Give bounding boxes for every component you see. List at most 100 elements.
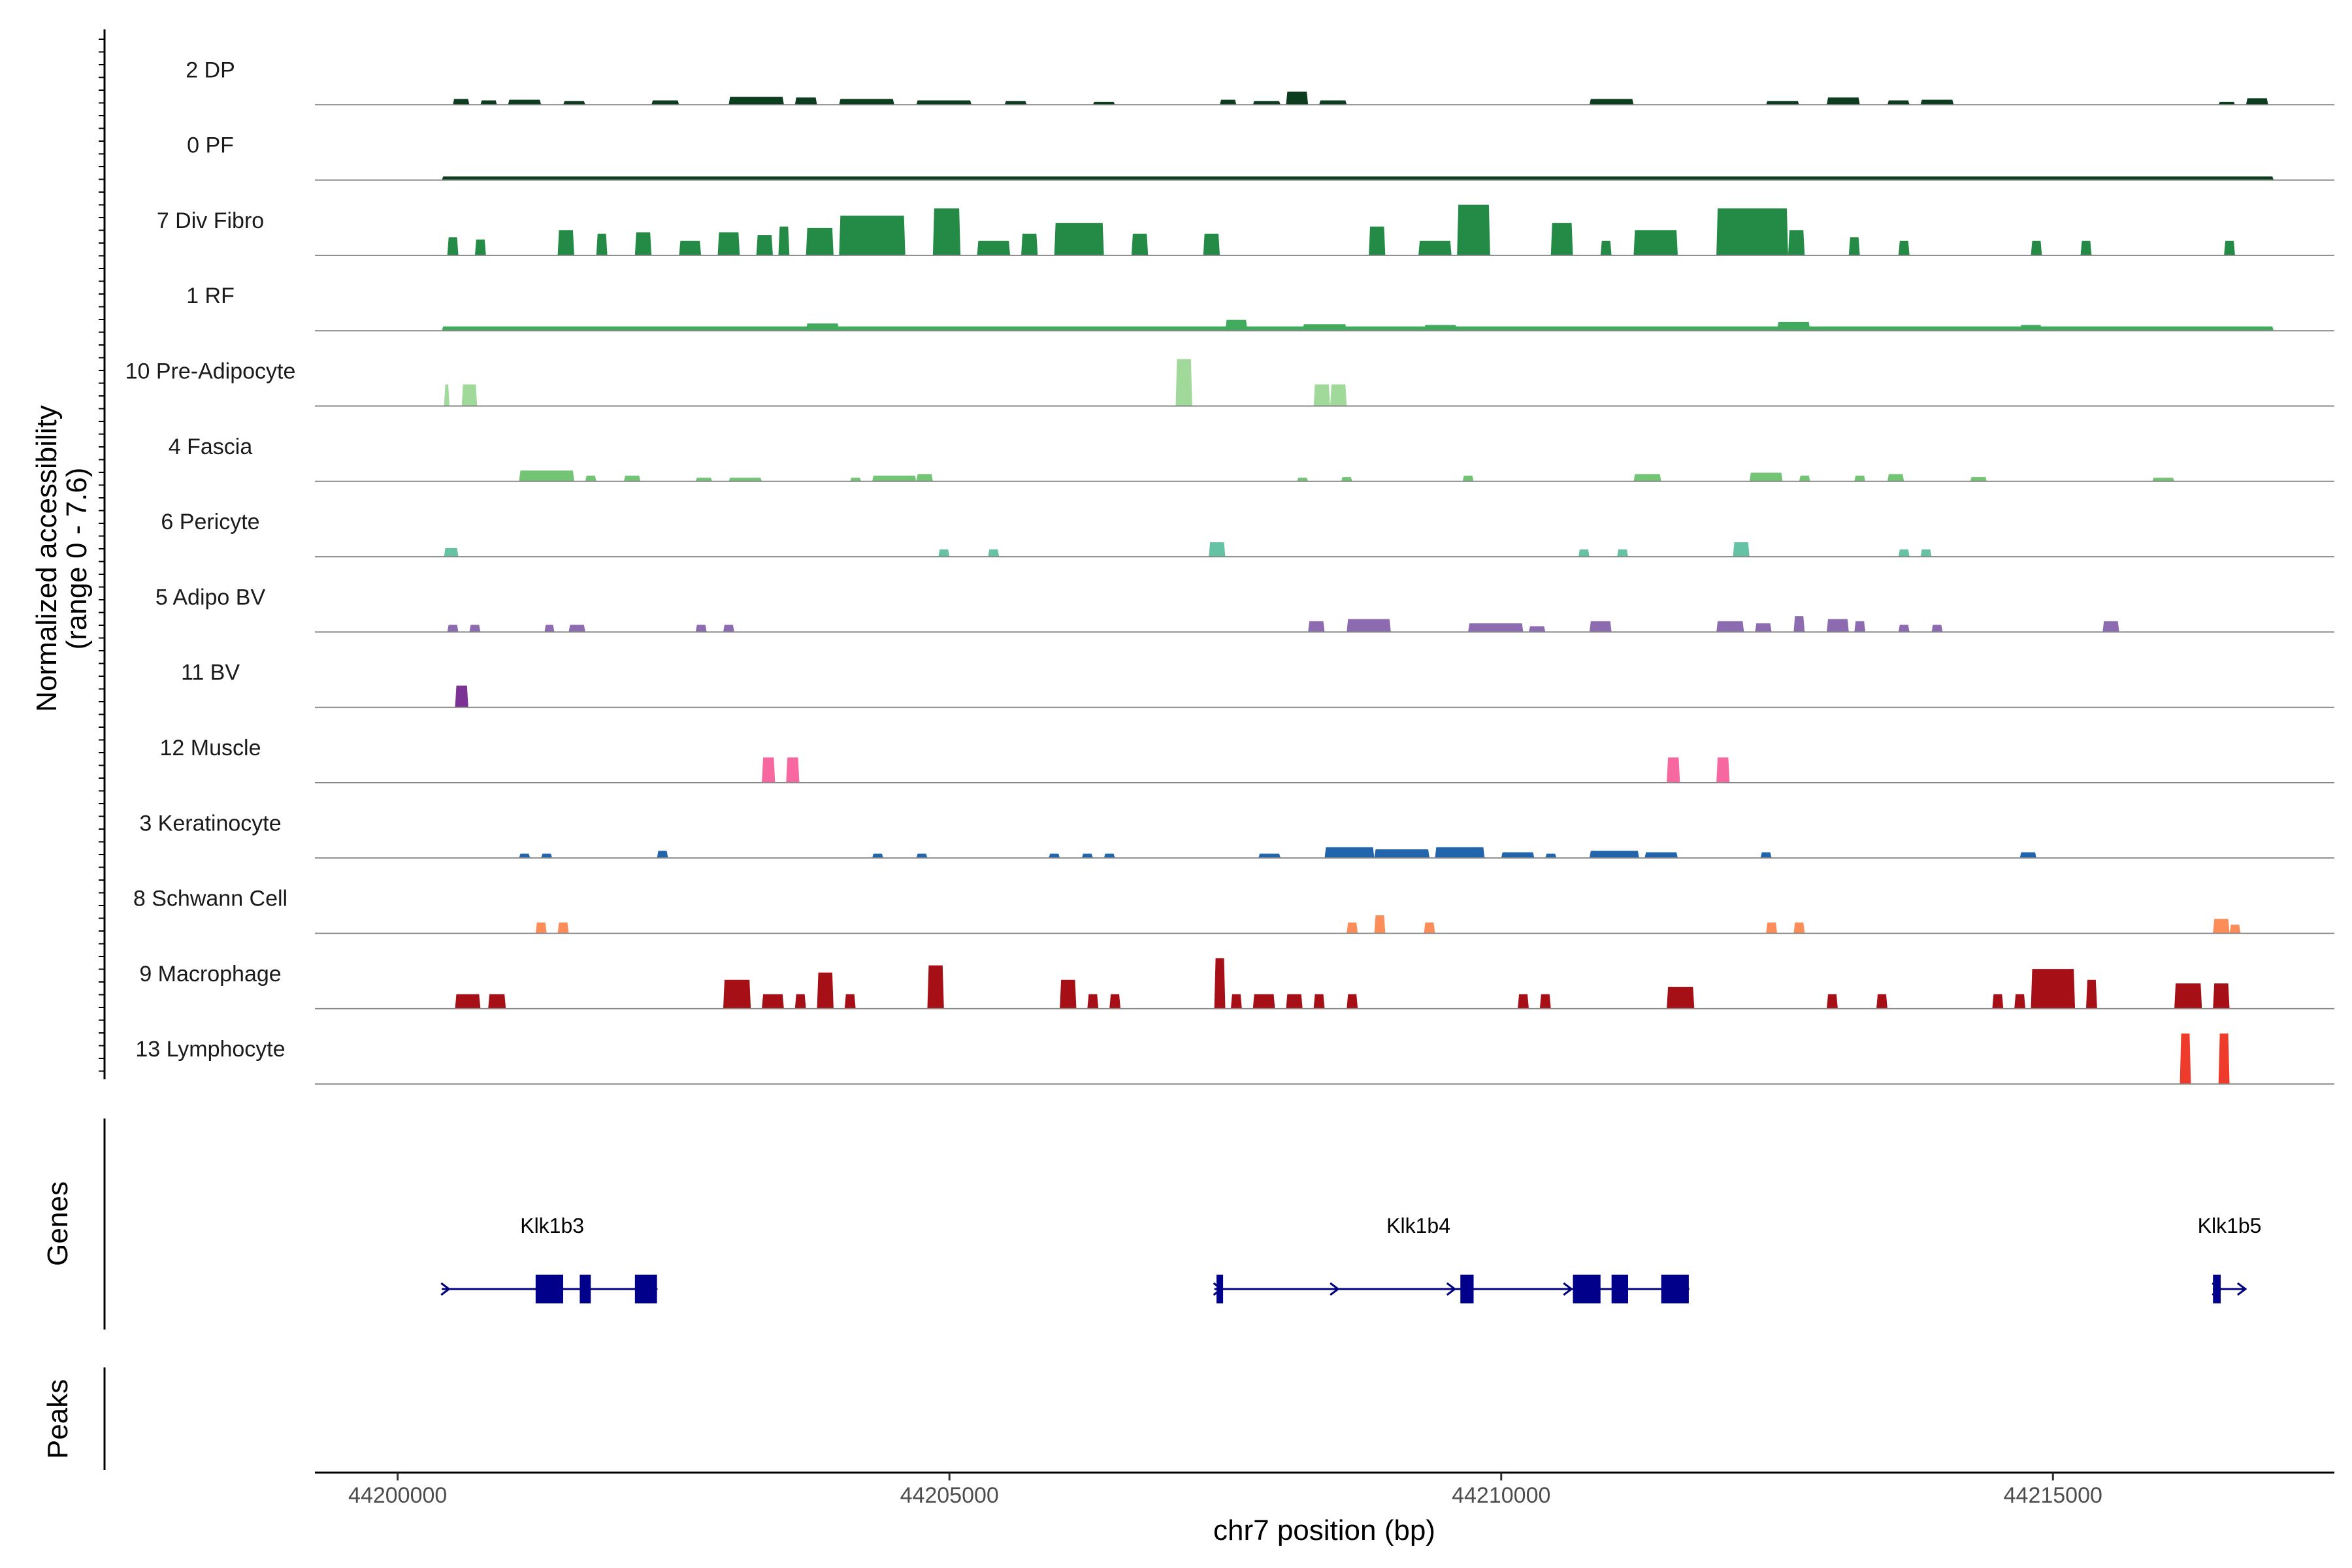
track-label: 4 Fascia [169,434,253,459]
accessibility-peak [1578,549,1590,557]
accessibility-peak [977,240,1011,255]
accessibility-peak [1214,958,1226,1009]
accessibility-peak [756,235,773,255]
accessibility-peak [1457,204,1490,255]
track-label: 12 Muscle [160,736,261,760]
track-label: 11 BV [181,661,240,685]
accessibility-peak [1716,621,1744,632]
accessibility-peak [1347,619,1391,632]
accessibility-peak [762,994,784,1009]
accessibility-peak [1313,994,1325,1009]
track-label: 7 Div Fibro [157,208,264,233]
accessibility-peak [916,100,972,105]
accessibility-peak [1644,852,1678,858]
accessibility-peak [442,326,2274,331]
accessibility-peak [1175,359,1192,406]
track-label: 0 PF [187,133,234,158]
accessibility-peak [657,851,668,858]
accessibility-peak [1550,223,1573,255]
accessibility-peak [2031,240,2042,255]
track-9: 12 Muscle [160,736,2334,783]
track-label: 2 DP [186,57,235,82]
genes-panel-label: Genes [42,1181,74,1266]
accessibility-peak [778,226,790,255]
accessibility-peak [1854,621,1866,632]
accessibility-peak [535,923,547,934]
accessibility-peak [1468,623,1524,632]
accessibility-peak [1788,230,1805,255]
accessibility-peak [717,232,740,255]
accessibility-peak [1799,475,1810,482]
y-axis-title-line2: (range 0 - 7.6) [61,468,93,650]
x-axis-title: chr7 position (bp) [1213,1514,1435,1546]
accessibility-peak [1827,994,1838,1009]
accessibility-peak [1060,979,1077,1009]
track-2: 7 Div Fibro [157,204,2334,256]
gene-exon [1216,1275,1224,1303]
accessibility-peak [634,232,652,255]
accessibility-peak [872,475,917,482]
accessibility-peak [695,478,713,482]
accessibility-peak [1347,994,1358,1009]
gene-annotation-track: Klk1b3 Klk1b4 Klk1b5 [440,1214,2261,1303]
accessibility-peak [988,549,1000,557]
accessibility-peak [1054,223,1104,255]
accessibility-peak [916,474,933,482]
accessibility-peak [1131,233,1149,255]
accessibility-peak [469,625,481,632]
accessibility-peak [2014,994,2026,1009]
y-axis-title: Normalized accessibility (range 0 - 7.6) [31,405,93,711]
track-label: 10 Pre-Adipocyte [125,359,296,384]
accessibility-peak [1589,99,1634,105]
accessibility-peak [541,853,553,858]
accessibility-peak [1766,923,1778,934]
accessibility-peak [806,227,834,255]
accessibility-peak [762,757,776,783]
accessibility-peak [1931,625,1943,632]
accessibility-peak [1920,99,1954,105]
accessibility-peak [1777,321,1810,331]
accessibility-peak [453,99,470,105]
track-10: 3 Keratinocyte [139,811,2334,859]
accessibility-peak [1418,240,1452,255]
accessibility-peak [839,216,906,255]
track-label: 8 Schwann Cell [133,887,287,911]
accessibility-peak [723,625,734,632]
accessibility-peak [695,625,707,632]
gene-exon [535,1275,564,1303]
accessibility-peak [1898,625,1910,632]
accessibility-peak [806,323,840,331]
accessibility-peak [1203,233,1220,255]
accessibility-peak [2019,852,2036,858]
track-13: 13 Lymphocyte [135,1033,2334,1085]
accessibility-peak [447,237,459,255]
accessibility-peak [1286,91,1309,105]
gene-exon [1573,1275,1601,1303]
accessibility-peak [1793,923,1805,934]
accessibility-peak [786,757,800,783]
accessibility-peak [1887,474,1904,482]
accessibility-peak [927,965,944,1009]
gene-exon [634,1275,657,1303]
gene-Klk1b3: Klk1b3 [440,1214,659,1303]
accessibility-peak [2224,240,2235,255]
accessibility-peak [728,97,784,105]
accessibility-peak [1103,853,1115,858]
gene-exon [1611,1275,1628,1303]
accessibility-peak [1374,915,1386,934]
accessibility-peak [1230,994,1242,1009]
accessibility-peak [2174,983,2202,1009]
x-axis-ticks: 44200000 44205000 44210000 44215000 [348,1473,2102,1508]
accessibility-peak [1369,226,1386,255]
accessibility-peak [1992,994,2004,1009]
accessibility-peak [2152,478,2175,482]
accessibility-peak [2213,919,2230,934]
y-axis-title-line1: Normalized accessibility [31,405,63,711]
accessibility-peak [1589,621,1612,632]
accessibility-peak [623,475,641,482]
accessibility-peak [508,99,542,105]
accessibility-peak [1049,853,1060,858]
accessibility-peak [1617,549,1628,557]
accessibility-peak [1252,101,1281,105]
accessibility-peak [728,478,762,482]
